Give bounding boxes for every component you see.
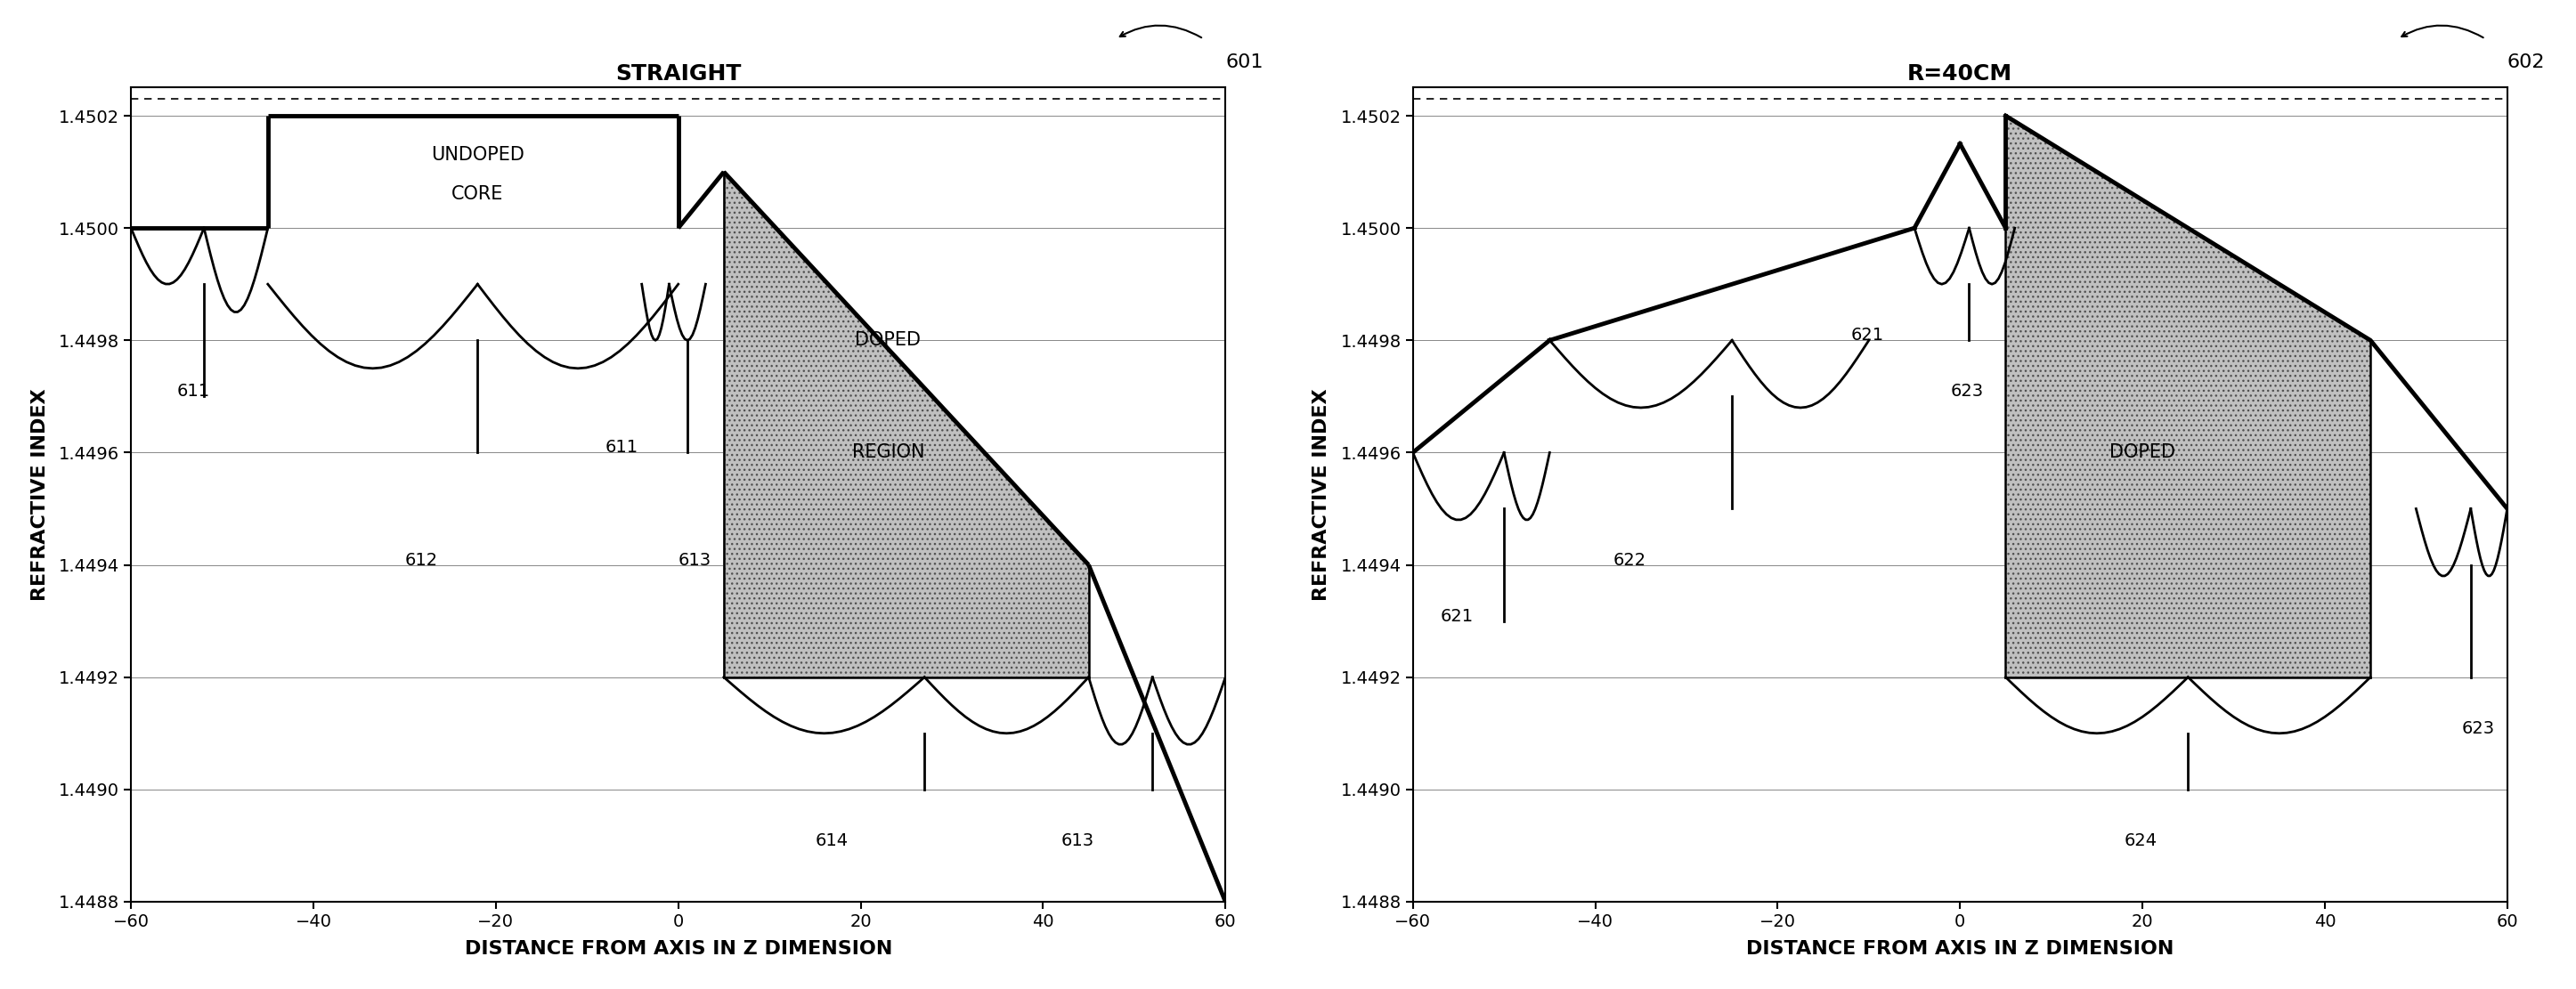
Y-axis label: REFRACTIVE INDEX: REFRACTIVE INDEX xyxy=(1314,389,1332,601)
Text: DOPED: DOPED xyxy=(855,331,922,349)
Text: 614: 614 xyxy=(814,832,848,850)
Text: 612: 612 xyxy=(404,552,438,569)
X-axis label: DISTANCE FROM AXIS IN Z DIMENSION: DISTANCE FROM AXIS IN Z DIMENSION xyxy=(1747,941,2174,958)
Title: R=40CM: R=40CM xyxy=(1906,63,2012,85)
Text: 613: 613 xyxy=(1061,832,1095,850)
Text: 621: 621 xyxy=(1440,607,1473,625)
Y-axis label: REFRACTIVE INDEX: REFRACTIVE INDEX xyxy=(31,389,49,601)
Text: 613: 613 xyxy=(677,552,711,569)
Polygon shape xyxy=(2007,116,2370,677)
Text: 611: 611 xyxy=(605,439,639,456)
Text: UNDOPED: UNDOPED xyxy=(430,146,526,164)
X-axis label: DISTANCE FROM AXIS IN Z DIMENSION: DISTANCE FROM AXIS IN Z DIMENSION xyxy=(464,941,891,958)
Text: 611: 611 xyxy=(178,383,209,400)
Text: 622: 622 xyxy=(1613,552,1646,569)
Text: 602: 602 xyxy=(2506,53,2545,71)
Text: 621: 621 xyxy=(1850,327,1883,344)
Text: 623: 623 xyxy=(1950,383,1984,400)
Text: 624: 624 xyxy=(2125,832,2156,850)
Text: CORE: CORE xyxy=(451,186,502,204)
Polygon shape xyxy=(724,172,1090,677)
Text: 623: 623 xyxy=(2463,720,2494,737)
Text: 601: 601 xyxy=(1226,53,1262,71)
Text: REGION: REGION xyxy=(853,444,925,462)
Title: STRAIGHT: STRAIGHT xyxy=(616,63,742,85)
Text: DOPED: DOPED xyxy=(2110,444,2174,462)
